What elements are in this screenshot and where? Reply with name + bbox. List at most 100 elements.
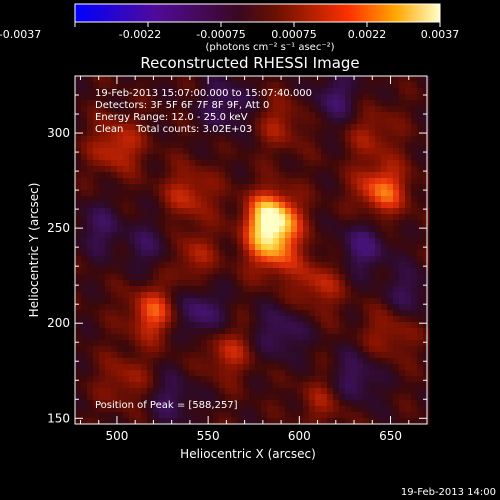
heatmap-cell bbox=[105, 328, 112, 335]
heatmap-cell bbox=[243, 364, 250, 371]
heatmap-cell bbox=[159, 346, 166, 353]
heatmap-cell bbox=[375, 154, 382, 161]
heatmap-cell bbox=[249, 94, 256, 101]
heatmap-cell bbox=[165, 94, 172, 101]
y-tick-label: 250 bbox=[47, 221, 70, 235]
heatmap-cell bbox=[75, 214, 82, 221]
heatmap-cell bbox=[135, 418, 142, 425]
heatmap-cell bbox=[141, 82, 148, 89]
heatmap-cell bbox=[177, 82, 184, 89]
heatmap-cell bbox=[171, 376, 178, 383]
heatmap-cell bbox=[411, 418, 418, 425]
heatmap-cell bbox=[189, 106, 196, 113]
heatmap-cell bbox=[87, 346, 94, 353]
heatmap-cell bbox=[255, 286, 262, 293]
heatmap-cell bbox=[231, 316, 238, 323]
heatmap-cell bbox=[105, 310, 112, 317]
heatmap-cell bbox=[339, 334, 346, 341]
heatmap-cell bbox=[75, 82, 82, 89]
heatmap-cell bbox=[177, 76, 184, 83]
heatmap-cell bbox=[315, 388, 322, 395]
heatmap-cell bbox=[363, 334, 370, 341]
heatmap-cell bbox=[231, 238, 238, 245]
heatmap-cell bbox=[297, 94, 304, 101]
heatmap-cell bbox=[297, 298, 304, 305]
heatmap-cell bbox=[207, 238, 214, 245]
heatmap-cell bbox=[183, 148, 190, 155]
heatmap-cell bbox=[177, 142, 184, 149]
heatmap-cell bbox=[255, 166, 262, 173]
heatmap-cell bbox=[243, 226, 250, 233]
heatmap-cell bbox=[93, 208, 100, 215]
heatmap-cell bbox=[141, 88, 148, 95]
heatmap-cell bbox=[315, 124, 322, 131]
heatmap-cell bbox=[399, 136, 406, 143]
heatmap-cell bbox=[93, 238, 100, 245]
heatmap-cell bbox=[255, 298, 262, 305]
heatmap-cell bbox=[273, 274, 280, 281]
heatmap-cell bbox=[213, 154, 220, 161]
heatmap-cell bbox=[99, 214, 106, 221]
heatmap-cell bbox=[237, 184, 244, 191]
heatmap-cell bbox=[327, 112, 334, 119]
heatmap-cell bbox=[141, 184, 148, 191]
heatmap-cell bbox=[375, 346, 382, 353]
heatmap-cell bbox=[327, 172, 334, 179]
heatmap-cell bbox=[393, 376, 400, 383]
heatmap-cell bbox=[267, 256, 274, 263]
heatmap-cell bbox=[297, 370, 304, 377]
heatmap-cell bbox=[333, 190, 340, 197]
heatmap-cell bbox=[153, 94, 160, 101]
heatmap-cell bbox=[75, 388, 82, 395]
heatmap-cell bbox=[261, 250, 268, 257]
heatmap-cell bbox=[219, 274, 226, 281]
heatmap-cell bbox=[345, 112, 352, 119]
heatmap-cell bbox=[213, 244, 220, 251]
heatmap-cell bbox=[369, 124, 376, 131]
heatmap-cell bbox=[231, 250, 238, 257]
heatmap-cell bbox=[165, 232, 172, 239]
heatmap-cell bbox=[177, 172, 184, 179]
heatmap-cell bbox=[423, 394, 430, 401]
heatmap-cell bbox=[81, 358, 88, 365]
heatmap-cell bbox=[219, 178, 226, 185]
heatmap-cell bbox=[75, 220, 82, 227]
heatmap-cell bbox=[117, 280, 124, 287]
heatmap-cell bbox=[75, 196, 82, 203]
heatmap-cell bbox=[183, 256, 190, 263]
heatmap-cell bbox=[327, 154, 334, 161]
heatmap-cell bbox=[75, 76, 82, 83]
heatmap-cell bbox=[153, 208, 160, 215]
heatmap-cell bbox=[297, 160, 304, 167]
heatmap-cell bbox=[357, 316, 364, 323]
heatmap-cell bbox=[321, 292, 328, 299]
heatmap-cell bbox=[237, 322, 244, 329]
heatmap-cell bbox=[405, 268, 412, 275]
heatmap-cell bbox=[147, 208, 154, 215]
heatmap-cell bbox=[339, 118, 346, 125]
heatmap-cell bbox=[165, 412, 172, 419]
heatmap-cell bbox=[81, 418, 88, 425]
heatmap-cell bbox=[129, 268, 136, 275]
heatmap-cell bbox=[393, 82, 400, 89]
heatmap-cell bbox=[129, 172, 136, 179]
heatmap-cell bbox=[117, 166, 124, 173]
heatmap-cell bbox=[147, 400, 154, 407]
heatmap-cell bbox=[309, 262, 316, 269]
heatmap-cell bbox=[177, 178, 184, 185]
heatmap-cell bbox=[345, 196, 352, 203]
heatmap-cell bbox=[243, 418, 250, 425]
heatmap-cell bbox=[153, 118, 160, 125]
heatmap-cell bbox=[255, 202, 262, 209]
heatmap-cell bbox=[231, 172, 238, 179]
heatmap-cell bbox=[129, 364, 136, 371]
heatmap-cell bbox=[285, 148, 292, 155]
heatmap-cell bbox=[177, 232, 184, 239]
heatmap-cell bbox=[75, 154, 82, 161]
heatmap-cell bbox=[279, 286, 286, 293]
heatmap-cell bbox=[153, 328, 160, 335]
heatmap-cell bbox=[219, 88, 226, 95]
heatmap-cell bbox=[399, 172, 406, 179]
heatmap-cell bbox=[309, 370, 316, 377]
heatmap-cell bbox=[315, 250, 322, 257]
